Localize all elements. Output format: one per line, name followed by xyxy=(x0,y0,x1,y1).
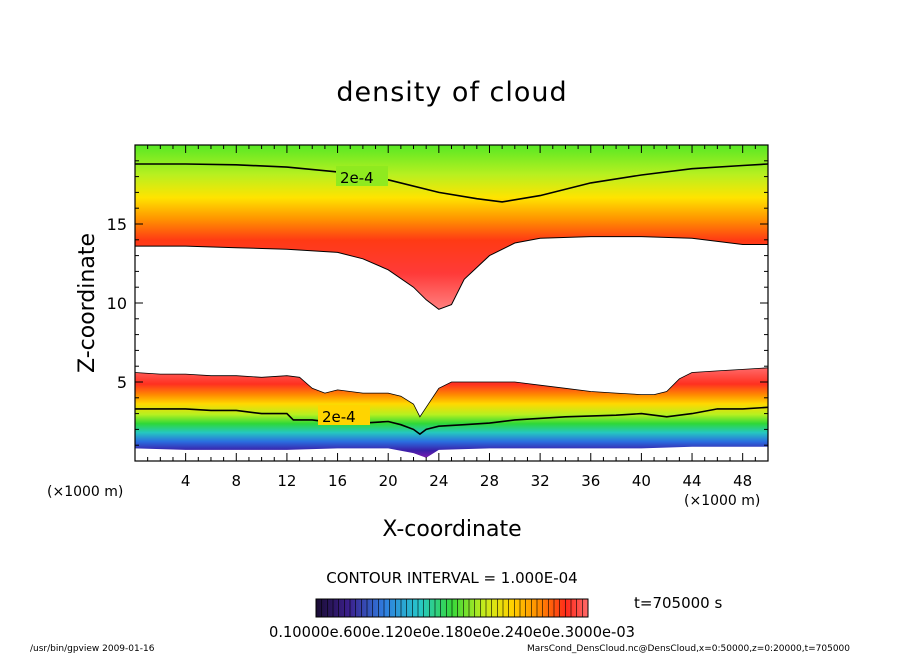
chart-title: density of cloud xyxy=(336,77,567,108)
contour-line-lower xyxy=(135,406,768,436)
contour-label-lower: 2e-4 xyxy=(322,408,356,426)
contour-line-upper-base xyxy=(135,236,768,310)
x-tick-label-28: 28 xyxy=(480,472,499,490)
upper-cloud-band xyxy=(135,145,768,310)
x-tick-label-40: 40 xyxy=(632,472,651,490)
x-tick-label-12: 12 xyxy=(277,472,296,490)
x-tick-label-16: 16 xyxy=(328,472,347,490)
contour-interval-text: CONTOUR INTERVAL = 1.000E-04 xyxy=(326,569,577,587)
x-tick-label-8: 8 xyxy=(232,472,242,490)
x-tick-label-44: 44 xyxy=(682,472,701,490)
contour-labels: 2e-4 2e-4 xyxy=(318,166,388,426)
y-tick-label-10: 10 xyxy=(107,294,127,313)
contour-line-lower-top xyxy=(135,367,768,418)
y-axis-label: Z-coordinate xyxy=(75,233,100,373)
colorbar-tick-labels: 0.10000e.600e.120e0e.180e0e.240e0e.3000e… xyxy=(269,623,635,641)
y-tick-label-15: 15 xyxy=(107,215,127,234)
x-unit-left: (×1000 m) xyxy=(47,484,123,500)
x-tick-label-20: 20 xyxy=(379,472,398,490)
y-axis: 5 10 15 xyxy=(107,160,768,446)
x-axis: 4 8 12 16 20 24 28 32 36 40 44 48 xyxy=(147,145,756,490)
contour-label-bg-lower xyxy=(318,405,370,425)
x-unit-right: (×1000 m) xyxy=(684,493,760,509)
x-tick-label-48: 48 xyxy=(733,472,752,490)
x-axis-label: X-coordinate xyxy=(382,517,521,542)
x-tick-label-32: 32 xyxy=(531,472,550,490)
footer-right: MarsCond_DensCloud.nc@DensCloud,x=0:5000… xyxy=(527,644,850,654)
x-tick-label-4: 4 xyxy=(181,472,191,490)
y-tick-label-5: 5 xyxy=(117,373,127,392)
plot-area xyxy=(135,145,768,458)
time-label: t=705000 s xyxy=(634,594,722,612)
contour-label-bg-upper xyxy=(336,166,388,186)
lower-cloud-band xyxy=(135,367,768,458)
x-tick-label-36: 36 xyxy=(581,472,600,490)
contour-label-upper: 2e-4 xyxy=(340,169,374,187)
contour-line-upper xyxy=(135,163,768,203)
x-tick-label-24: 24 xyxy=(429,472,448,490)
colorbar-ticks xyxy=(321,599,583,617)
footer-left: /usr/bin/gpview 2009-01-16 xyxy=(30,644,155,654)
